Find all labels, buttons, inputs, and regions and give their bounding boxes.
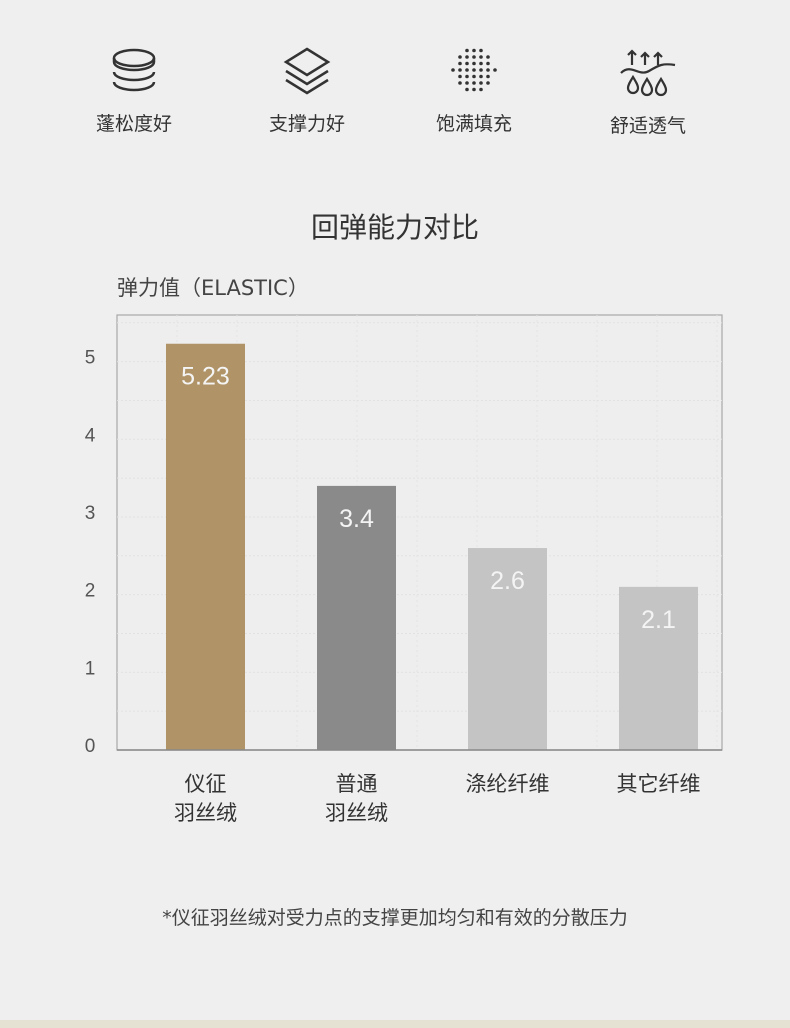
feature-label: 舒适透气 <box>609 115 686 137</box>
bar <box>619 586 698 750</box>
bottom-strip <box>0 1020 790 1028</box>
x-tick-label-line: 涤纶纤维 <box>465 772 550 796</box>
feature-support: 支撑力好 <box>227 45 387 136</box>
bar <box>468 548 547 750</box>
feature-full: 饱满填充 <box>394 45 554 136</box>
x-tick-label-line: 仪征 <box>184 772 227 796</box>
footnote: *仪征羽丝绒对受力点的支撑更加均匀和有效的分散压力 <box>162 907 628 929</box>
y-tick-label: 3 <box>85 503 96 524</box>
x-tick-label-line: 普通 <box>335 772 378 796</box>
x-tick-label-line: 羽丝绒 <box>174 801 237 825</box>
x-tick-label: 仪征 羽丝绒 <box>126 770 286 828</box>
bar-value-label: 3.4 <box>339 505 374 533</box>
feature-fluffy: 蓬松度好 <box>54 45 214 136</box>
y-tick-label: 0 <box>85 736 96 757</box>
y-axis-label: 弹力值（ELASTIC） <box>117 276 309 300</box>
bar <box>317 485 396 750</box>
x-tick-label-line: 其它纤维 <box>616 772 701 796</box>
x-tick-label-line: 羽丝绒 <box>325 801 388 825</box>
chart-title: 回弹能力对比 <box>310 211 479 244</box>
y-tick-label: 2 <box>85 581 96 602</box>
y-tick-label: 5 <box>85 348 96 369</box>
feature-label: 饱满填充 <box>435 113 512 135</box>
bar <box>166 343 245 750</box>
y-tick-label: 4 <box>85 425 96 446</box>
bar-value-label: 5.23 <box>181 363 230 391</box>
bar-value-label: 2.1 <box>641 606 676 634</box>
bar-chart: 0 1 2 3 4 5 5.23 3.4 2.6 2.1 <box>85 314 723 757</box>
breathable-icon <box>620 49 676 97</box>
x-tick-label: 涤纶纤维 <box>428 770 588 799</box>
dot-grid-icon <box>451 48 497 92</box>
x-tick-label: 其它纤维 <box>579 770 739 799</box>
stacked-discs-icon <box>112 48 156 92</box>
feature-label: 支撑力好 <box>268 113 345 135</box>
x-tick-label: 普通 羽丝绒 <box>277 770 437 828</box>
y-tick-label: 1 <box>85 658 96 679</box>
layers-icon <box>283 47 331 95</box>
feature-label: 蓬松度好 <box>95 113 172 135</box>
bar-value-label: 2.6 <box>490 567 525 595</box>
feature-breathable: 舒适透气 <box>568 45 728 138</box>
